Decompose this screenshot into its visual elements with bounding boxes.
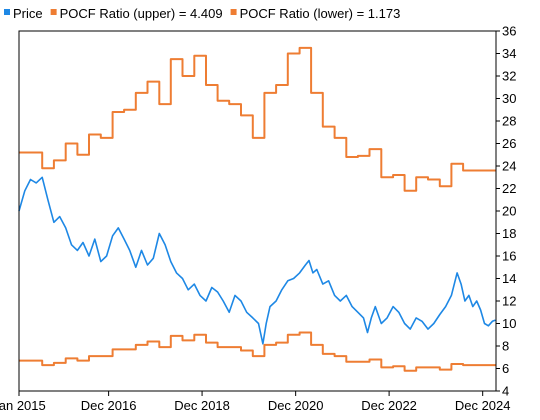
y-tick-label: 32 [502,69,516,84]
x-tick-label: Dec 2022 [361,398,417,413]
y-tick-label: 22 [502,181,516,196]
y-tick-label: 28 [502,114,516,129]
x-tick-label: Dec 2016 [81,398,137,413]
y-axis: 4 6 8 10 12 14 16 18 20 22 24 26 28 30 32 34 36 [496,24,516,399]
legend-label: POCF Ratio (upper) = 4.409 [60,6,223,21]
y-tick-label: 36 [502,24,516,39]
legend-swatch [4,9,10,15]
plot-frame [18,30,497,392]
legend-swatch [230,9,237,15]
plot-lines [18,46,496,372]
y-tick-label: 6 [502,361,509,376]
series-line-1 [19,46,496,192]
y-tick-label: 4 [502,384,509,399]
series-line-2 [19,331,496,372]
legend-label: Price [13,6,43,21]
series-line-0 [18,176,496,345]
x-tick-label: Jan 2015 [0,398,46,413]
y-tick-label: 10 [502,316,516,331]
y-tick-label: 30 [502,91,516,106]
legend-label: POCF Ratio (lower) = 1.173 [240,6,401,21]
y-tick-label: 12 [502,294,516,309]
x-tick-label: Dec 2024 [455,398,511,413]
x-tick-label: Dec 2020 [268,398,324,413]
y-tick-label: 34 [502,46,516,61]
y-tick-label: 24 [502,159,516,174]
x-tick-label: Dec 2018 [174,398,230,413]
y-tick-label: 14 [502,271,516,286]
y-tick-label: 26 [502,136,516,151]
legend: Price POCF Ratio (upper) = 4.409 POCF Rati… [4,6,400,21]
x-axis: Jan 2015 Dec 2016 Dec 2018 Dec 2020 Dec 2022… [0,391,511,413]
legend-swatch [50,9,57,15]
y-tick-label: 8 [502,339,509,354]
y-tick-label: 18 [502,226,516,241]
y-tick-label: 16 [502,249,516,264]
y-tick-label: 20 [502,204,516,219]
